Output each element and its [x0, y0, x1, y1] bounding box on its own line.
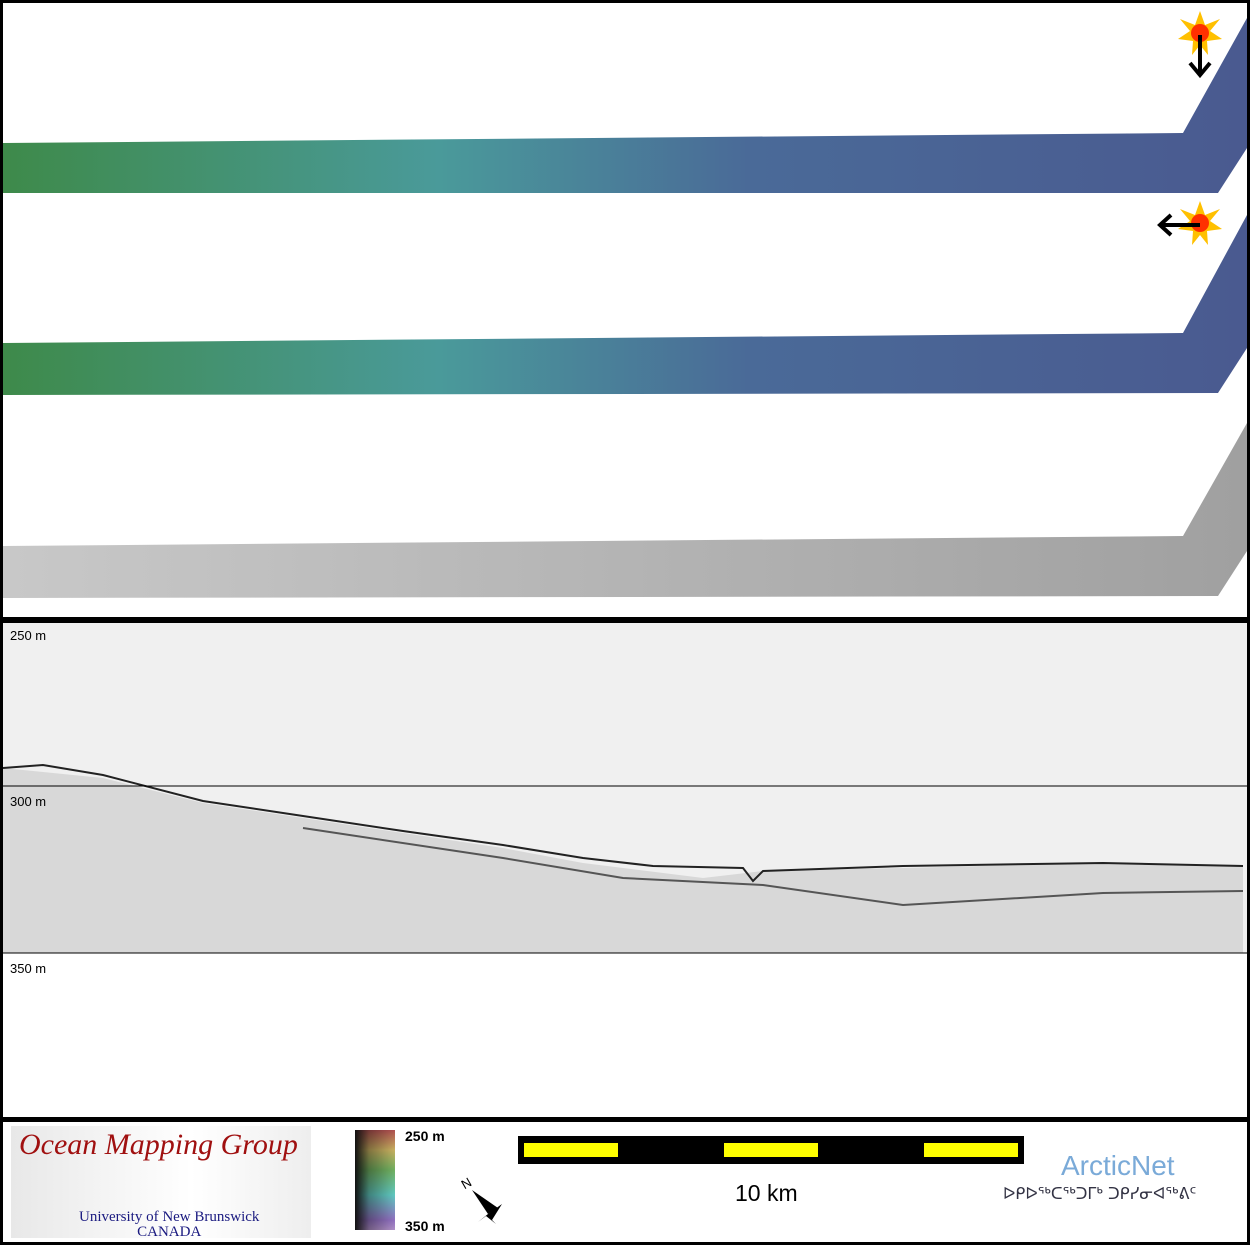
arrow-left-icon: [1157, 213, 1200, 237]
arcticnet-logo: ArcticNet: [1061, 1150, 1175, 1181]
legend-panel: Ocean Mapping Group University of New Br…: [3, 1122, 1247, 1242]
swath-bathymetry-1: [3, 18, 1247, 193]
logo-subtitle: University of New Brunswick CANADA: [79, 1210, 259, 1240]
arrow-down-icon: [1188, 35, 1212, 79]
depth-label: 250 m: [10, 628, 47, 643]
ocean-mapping-group-logo: Ocean Mapping Group University of New Br…: [11, 1126, 311, 1240]
seabed-line: [3, 763, 1244, 883]
swath-map: [3, 11, 1247, 598]
depth-label: 350 m: [10, 961, 47, 976]
colorbar-bottom-label: 350 m: [405, 1218, 445, 1234]
scale-bar: [518, 1136, 1024, 1164]
north-label: N: [459, 1174, 475, 1192]
subbottom-profile-panel: 250 m 300 m 350 m: [3, 623, 1247, 1117]
profile-plot: [3, 623, 1247, 954]
north-arrow-icon: N: [459, 1174, 502, 1224]
swath-bathymetry-2: [3, 215, 1247, 395]
sun-illumination-icon: [1178, 11, 1222, 55]
colorbar-top-label: 250 m: [405, 1128, 445, 1144]
bathymetry-map-panel: [3, 3, 1247, 617]
arcticnet-syllabics: ᐅᑭᐅᖅᑕᖅᑐᒥᒃ ᑐᑭᓯᓂᐊᖅᕕᑦ: [1003, 1184, 1197, 1203]
depth-label: 300 m: [10, 794, 47, 809]
logo-title: Ocean Mapping Group: [19, 1128, 298, 1161]
logo-university: University of New Brunswick: [79, 1209, 260, 1225]
depth-colorbar: [355, 1130, 395, 1230]
logo-country: CANADA: [137, 1224, 202, 1240]
scale-label: 10 km: [735, 1180, 798, 1206]
subbottom-reflections: [3, 768, 1243, 953]
swath-backscatter: [3, 423, 1247, 598]
